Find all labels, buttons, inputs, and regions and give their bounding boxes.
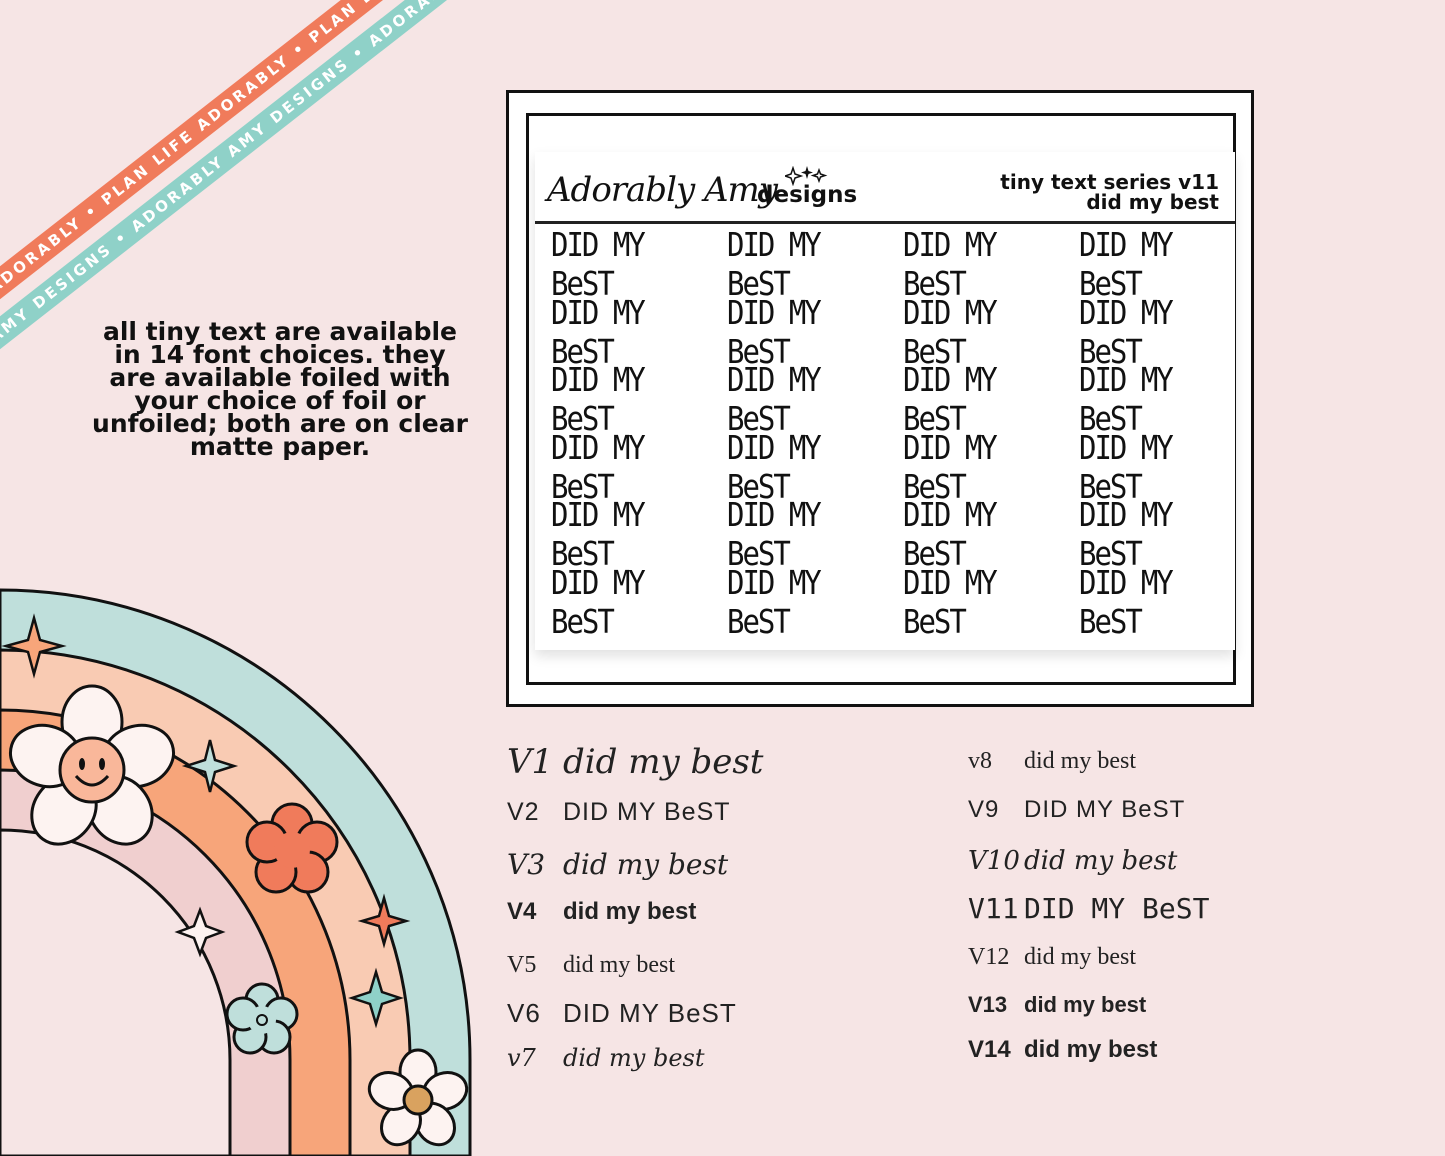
sticker-word: DID MY BeST: [727, 427, 822, 506]
sticker-word: DID MY BeST: [903, 359, 998, 438]
font-version-sample: did my best: [1024, 1036, 1158, 1063]
sticker-sheet: Adorably Amy designs tiny text series v1…: [535, 152, 1235, 650]
font-version-row: V14 did my best: [968, 1036, 1157, 1064]
sparkle-icon: [785, 166, 828, 186]
brand-word: designs: [757, 182, 858, 208]
sparkle-icon: [1, 613, 67, 679]
sticker-word: DID MY BeST: [1079, 494, 1174, 573]
font-version-sample: DID MY BeST: [563, 798, 731, 826]
sticker-word: DID MY BeST: [1079, 359, 1174, 438]
sticker-word: DID MY BeST: [551, 427, 646, 506]
font-version-label: V12: [968, 944, 1010, 970]
sheet-header: Adorably Amy designs tiny text series v1…: [535, 152, 1235, 224]
brand-script: Adorably Amy: [547, 170, 778, 210]
font-version-label: V3: [507, 848, 546, 881]
font-version-row: v8 did my best: [968, 748, 1136, 775]
font-version-label: V6: [507, 998, 541, 1028]
font-version-label: v8: [968, 748, 992, 774]
font-version-sample: DID MY BeST: [1024, 796, 1186, 823]
rainbow-decoration: [0, 588, 472, 1156]
sticker-word: DID MY BeST: [1079, 292, 1174, 371]
sticker-word: DID MY BeST: [551, 292, 646, 371]
font-version-sample: did my best: [1024, 992, 1147, 1017]
sticker-word: DID MY BeST: [1079, 427, 1174, 506]
font-version-sample: DID MY BeST: [563, 998, 737, 1028]
teal-flower-icon: [225, 982, 299, 1055]
sticker-sheet-frame: Adorably Amy designs tiny text series v1…: [506, 90, 1254, 707]
font-version-row: V12 did my best: [968, 944, 1136, 971]
font-version-sample: did my best: [1024, 944, 1136, 970]
font-version-row: V2 DID MY BeST: [507, 798, 731, 827]
sticker-word: DID MY BeST: [727, 562, 822, 641]
coral-flower-icon: [245, 802, 339, 894]
sticker-word: DID MY BeST: [727, 292, 822, 371]
font-version-label: V5: [507, 952, 537, 978]
font-version-row: V5 did my best: [507, 952, 675, 979]
sticker-word: DID MY BeST: [551, 224, 646, 303]
font-version-row: V10 did my best: [968, 846, 1177, 876]
font-version-row: V4 did my best: [507, 898, 696, 926]
font-version-row: V1 did my best: [507, 742, 763, 782]
sticker-word: DID MY BeST: [551, 494, 646, 573]
font-version-row: V3 did my best: [507, 848, 728, 881]
font-version-sample: did my best: [563, 848, 729, 881]
sticker-word: DID MY BeST: [551, 562, 646, 641]
sticker-word: DID MY BeST: [727, 224, 822, 303]
series-title-line2: did my best: [1086, 190, 1219, 214]
font-version-label: V1: [507, 742, 554, 782]
font-version-sample: did my best: [563, 952, 675, 978]
font-version-row: v7 did my best: [507, 1044, 705, 1072]
sticker-word: DID MY BeST: [551, 359, 646, 438]
sticker-sheet-inner-frame: Adorably Amy designs tiny text series v1…: [526, 113, 1236, 685]
font-version-label: V9: [968, 796, 1000, 823]
font-version-sample: did my best: [563, 742, 764, 782]
sticker-word: DID MY BeST: [903, 494, 998, 573]
font-version-label: V2: [507, 798, 540, 826]
font-version-sample: did my best: [563, 898, 697, 925]
sticker-word: DID MY BeST: [727, 359, 822, 438]
sticker-word: DID MY BeST: [1079, 562, 1174, 641]
font-version-sample: did my best: [1024, 846, 1178, 876]
info-text: all tiny text are available in 14 font c…: [92, 317, 468, 461]
font-version-label: V14: [968, 1036, 1011, 1063]
font-version-row: V13 did my best: [968, 992, 1146, 1018]
series-title: tiny text series v11 did my best: [1000, 172, 1219, 212]
font-version-label: v7: [507, 1044, 536, 1072]
font-version-label: V11: [968, 892, 1019, 925]
sticker-grid: DID MY BeST DID MY BeST DID MY BeST DID MY …: [535, 225, 1235, 641]
sticker-word: DID MY BeST: [903, 427, 998, 506]
white-flower-icon: [367, 1048, 469, 1147]
font-version-row: V11 DID MY BeST: [968, 892, 1209, 925]
font-version-sample: DID MY BeST: [1024, 892, 1210, 925]
sticker-word: DID MY BeST: [903, 292, 998, 371]
font-version-label: V13: [968, 992, 1008, 1017]
sticker-word: DID MY BeST: [903, 562, 998, 641]
sticker-word: DID MY BeST: [1079, 224, 1174, 303]
sparkle-icon: [174, 906, 226, 958]
series-title-line1: tiny text series v11: [1000, 170, 1219, 194]
font-version-row: V9 DID MY BeST: [968, 796, 1185, 824]
font-version-sample: did my best: [563, 1044, 705, 1072]
font-version-label: V4: [507, 898, 537, 925]
font-version-label: V10: [968, 846, 1020, 876]
sticker-word: DID MY BeST: [727, 494, 822, 573]
font-version-row: V6 DID MY BeST: [507, 998, 737, 1029]
font-version-sample: did my best: [1024, 748, 1136, 774]
sparkle-icon: [357, 893, 411, 949]
sparkle-icon: [348, 967, 404, 1029]
sticker-word: DID MY BeST: [903, 224, 998, 303]
smiley-flower-icon: [9, 684, 175, 846]
sparkle-icon: [181, 739, 239, 793]
